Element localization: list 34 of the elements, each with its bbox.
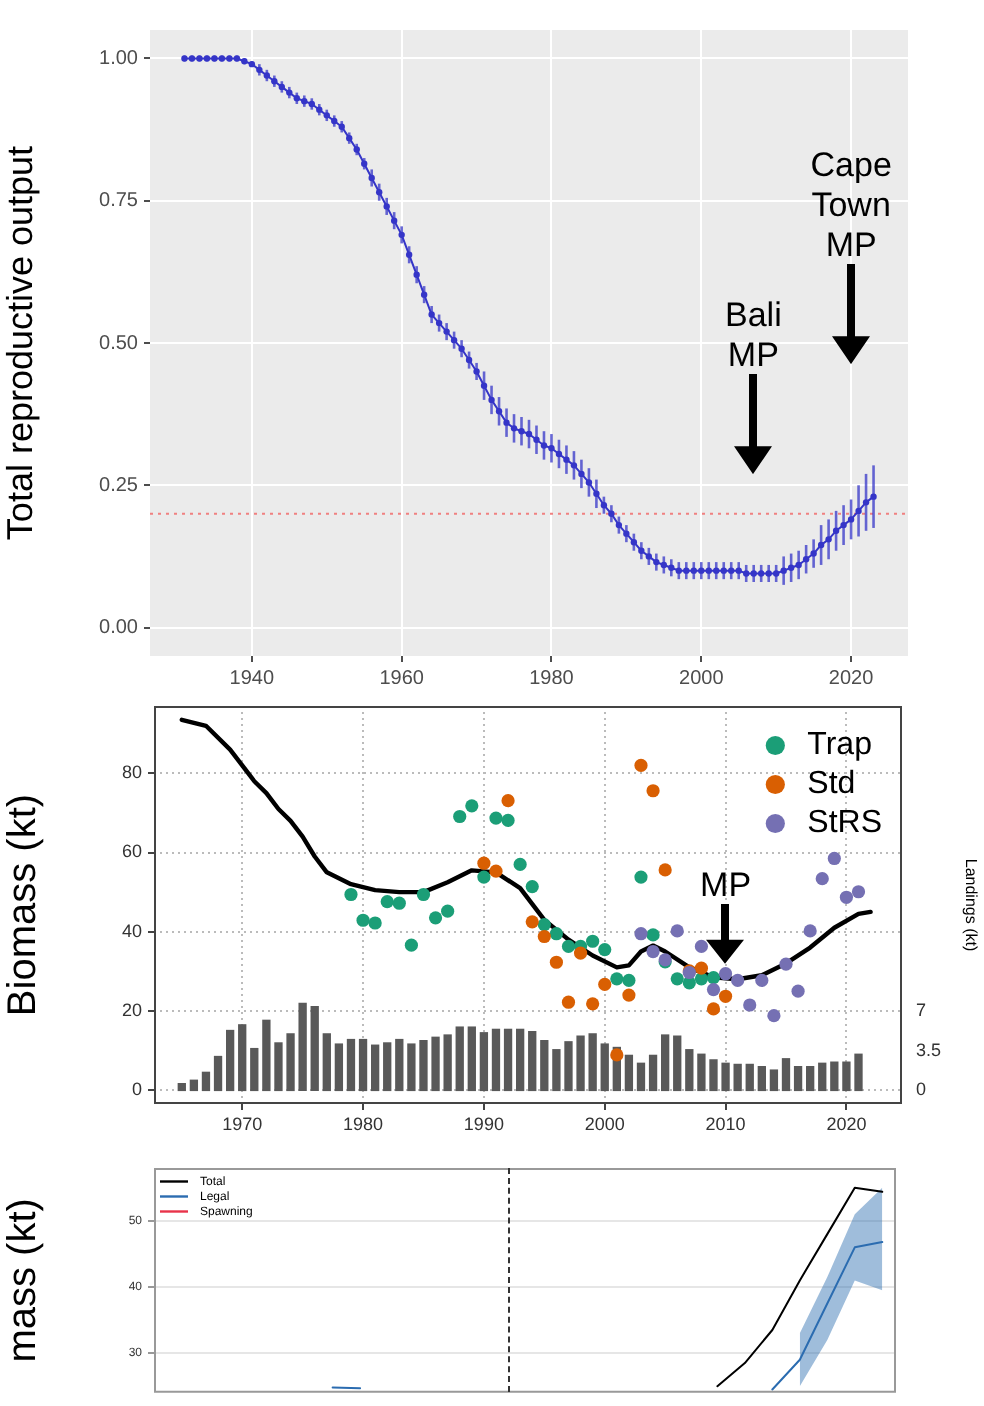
x-tick-label: 2020 bbox=[828, 667, 875, 690]
y-axis-title: Biomass (kt) bbox=[1, 793, 46, 1017]
annotation: Cape Town MP bbox=[810, 146, 892, 265]
x-tick-label: 2020 bbox=[826, 1113, 867, 1134]
annotation: MP bbox=[700, 865, 752, 904]
y-tick-label: 60 bbox=[121, 841, 142, 862]
y-tick-label: 40 bbox=[121, 920, 142, 941]
x-tick-label: 1940 bbox=[229, 667, 275, 690]
legend-label: Trap bbox=[807, 728, 873, 763]
y-tick-label: 0.50 bbox=[99, 332, 139, 355]
x-tick-label: 2000 bbox=[584, 1113, 625, 1134]
x-tick-label: 1980 bbox=[343, 1113, 384, 1134]
x-tick-label: 2000 bbox=[679, 667, 725, 690]
y-tick-label: 80 bbox=[121, 762, 142, 783]
y-axis-title: Total reproductive output bbox=[0, 145, 40, 541]
x-tick-label: 1990 bbox=[463, 1113, 504, 1134]
y2-tick-label: 3.5 bbox=[916, 1039, 942, 1060]
y-tick-label: 0.00 bbox=[99, 617, 139, 640]
legend-label: Std bbox=[807, 767, 856, 802]
y2-axis-title: Landings (kt) bbox=[961, 858, 980, 952]
y-tick-label: 0.25 bbox=[99, 474, 139, 497]
x-tick-label: 1960 bbox=[379, 667, 425, 690]
y-tick-label: 0 bbox=[131, 1079, 142, 1100]
x-tick-label: 1980 bbox=[529, 667, 575, 690]
legend-label: StRS bbox=[807, 806, 882, 841]
x-tick-label: 1970 bbox=[222, 1113, 263, 1134]
y-tick-label: 0.75 bbox=[99, 190, 139, 213]
y-tick-label: 1.00 bbox=[99, 47, 139, 70]
y2-tick-label: 7 bbox=[916, 1000, 927, 1021]
y-tick-label: 20 bbox=[121, 999, 142, 1020]
y-axis-title: mass (kt) bbox=[1, 1198, 46, 1363]
x-tick-label: 2010 bbox=[705, 1113, 746, 1134]
annotation: Bali MP bbox=[725, 295, 782, 374]
y2-tick-label: 0 bbox=[916, 1079, 927, 1100]
